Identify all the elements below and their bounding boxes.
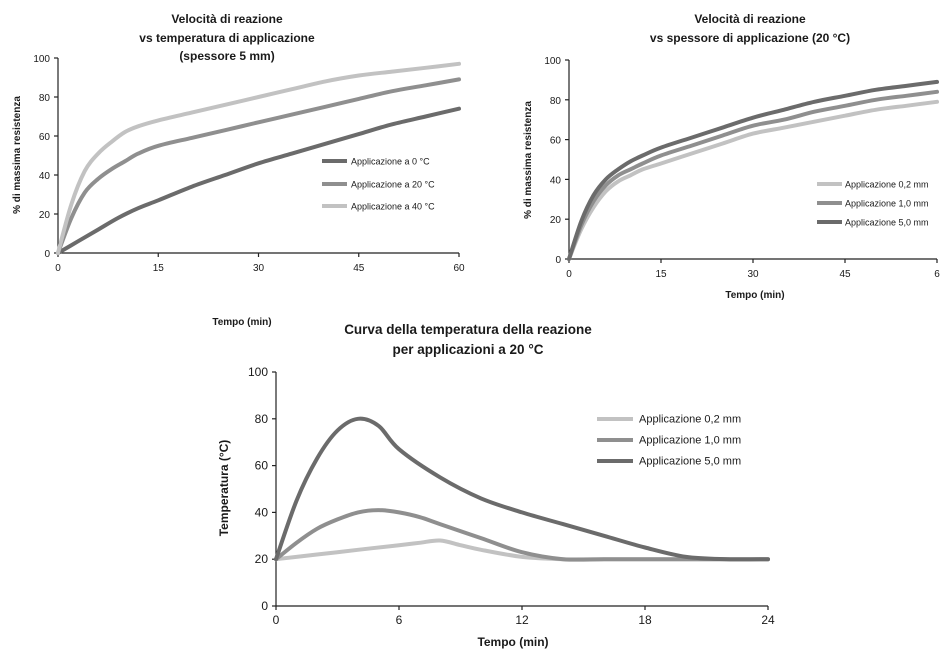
y-tick-label: 20 bbox=[550, 215, 562, 226]
y-tick-label: 40 bbox=[255, 505, 269, 519]
series-line-2 bbox=[274, 508, 770, 562]
x-tick-label: 30 bbox=[253, 263, 265, 274]
legend-label: Applicazione 0,2 mm bbox=[845, 180, 929, 190]
chart-title-line: vs temperatura di applicazione bbox=[139, 31, 315, 45]
series-line-2 bbox=[567, 89, 939, 261]
y-tick-label: 20 bbox=[39, 210, 51, 221]
chart-reaction-speed-vs-temperature: Velocità di reazione vs temperatura di ap… bbox=[12, 12, 465, 328]
legend-label: Applicazione a 0 °C bbox=[351, 157, 430, 167]
x-tick-label: 45 bbox=[353, 263, 365, 274]
chart-title-line: Velocità di reazione bbox=[171, 12, 283, 26]
x-tick-label: 6 bbox=[934, 269, 940, 280]
y-tick-label: 40 bbox=[39, 171, 51, 182]
y-tick-label: 80 bbox=[550, 96, 562, 107]
series-line-3 bbox=[274, 416, 770, 562]
x-tick-label: 45 bbox=[839, 269, 851, 280]
legend-label: Applicazione 5,0 mm bbox=[845, 218, 929, 228]
x-axis-label: Tempo (min) bbox=[477, 635, 548, 649]
series-line-3 bbox=[56, 61, 461, 255]
chart-title-line: Curva della temperatura della reazione bbox=[344, 322, 592, 337]
y-tick-label: 100 bbox=[544, 56, 561, 67]
legend-label: Applicazione 0,2 mm bbox=[639, 414, 741, 426]
x-tick-label: 15 bbox=[655, 269, 667, 280]
chart-reaction-temperature-curve: Curva della temperatura della reazione pe… bbox=[217, 322, 775, 649]
legend-label: Applicazione a 20 °C bbox=[351, 180, 435, 190]
legend-label: Applicazione a 40 °C bbox=[351, 202, 435, 212]
legend-label: Applicazione 5,0 mm bbox=[639, 456, 741, 468]
x-tick-label: 0 bbox=[55, 263, 61, 274]
y-tick-label: 100 bbox=[33, 54, 50, 65]
y-tick-label: 80 bbox=[255, 412, 269, 426]
series-line-1 bbox=[567, 99, 939, 261]
x-tick-label: 6 bbox=[396, 613, 403, 627]
y-tick-label: 60 bbox=[39, 132, 51, 143]
x-tick-label: 15 bbox=[153, 263, 165, 274]
y-tick-label: 40 bbox=[550, 175, 562, 186]
x-axis-label: Tempo (min) bbox=[212, 317, 271, 328]
y-tick-label: 80 bbox=[39, 93, 51, 104]
y-tick-label: 0 bbox=[261, 599, 268, 613]
y-axis-label: % di massima resistenza bbox=[523, 101, 534, 219]
series-line-3 bbox=[567, 79, 939, 261]
y-tick-label: 100 bbox=[248, 365, 268, 379]
y-tick-label: 60 bbox=[255, 459, 269, 473]
x-tick-label: 18 bbox=[638, 613, 652, 627]
series-line-2 bbox=[56, 77, 461, 255]
x-axis-label: Tempo (min) bbox=[725, 290, 784, 301]
x-tick-label: 60 bbox=[453, 263, 465, 274]
y-axis-label: Temperatura (°C) bbox=[217, 440, 231, 537]
y-tick-label: 0 bbox=[555, 255, 561, 266]
x-tick-label: 30 bbox=[747, 269, 759, 280]
series-line-1 bbox=[56, 106, 461, 255]
x-tick-label: 12 bbox=[515, 613, 529, 627]
x-tick-label: 0 bbox=[273, 613, 280, 627]
chart-title-line: per applicazioni a 20 °C bbox=[393, 342, 544, 357]
x-tick-label: 24 bbox=[761, 613, 775, 627]
x-tick-label: 0 bbox=[566, 269, 572, 280]
legend-label: Applicazione 1,0 mm bbox=[639, 435, 741, 447]
legend-label: Applicazione 1,0 mm bbox=[845, 199, 929, 209]
y-tick-label: 20 bbox=[255, 552, 269, 566]
y-axis-label: % di massima resistenza bbox=[12, 96, 23, 214]
chart-title-line: vs spessore di applicazione (20 °C) bbox=[650, 31, 850, 45]
y-tick-label: 60 bbox=[550, 136, 562, 147]
chart-reaction-speed-vs-thickness: Velocità di reazione vs spessore di appli… bbox=[523, 12, 940, 301]
y-tick-label: 0 bbox=[44, 249, 50, 260]
chart-title-line: (spessore 5 mm) bbox=[179, 49, 274, 63]
chart-title-line: Velocità di reazione bbox=[694, 12, 806, 26]
